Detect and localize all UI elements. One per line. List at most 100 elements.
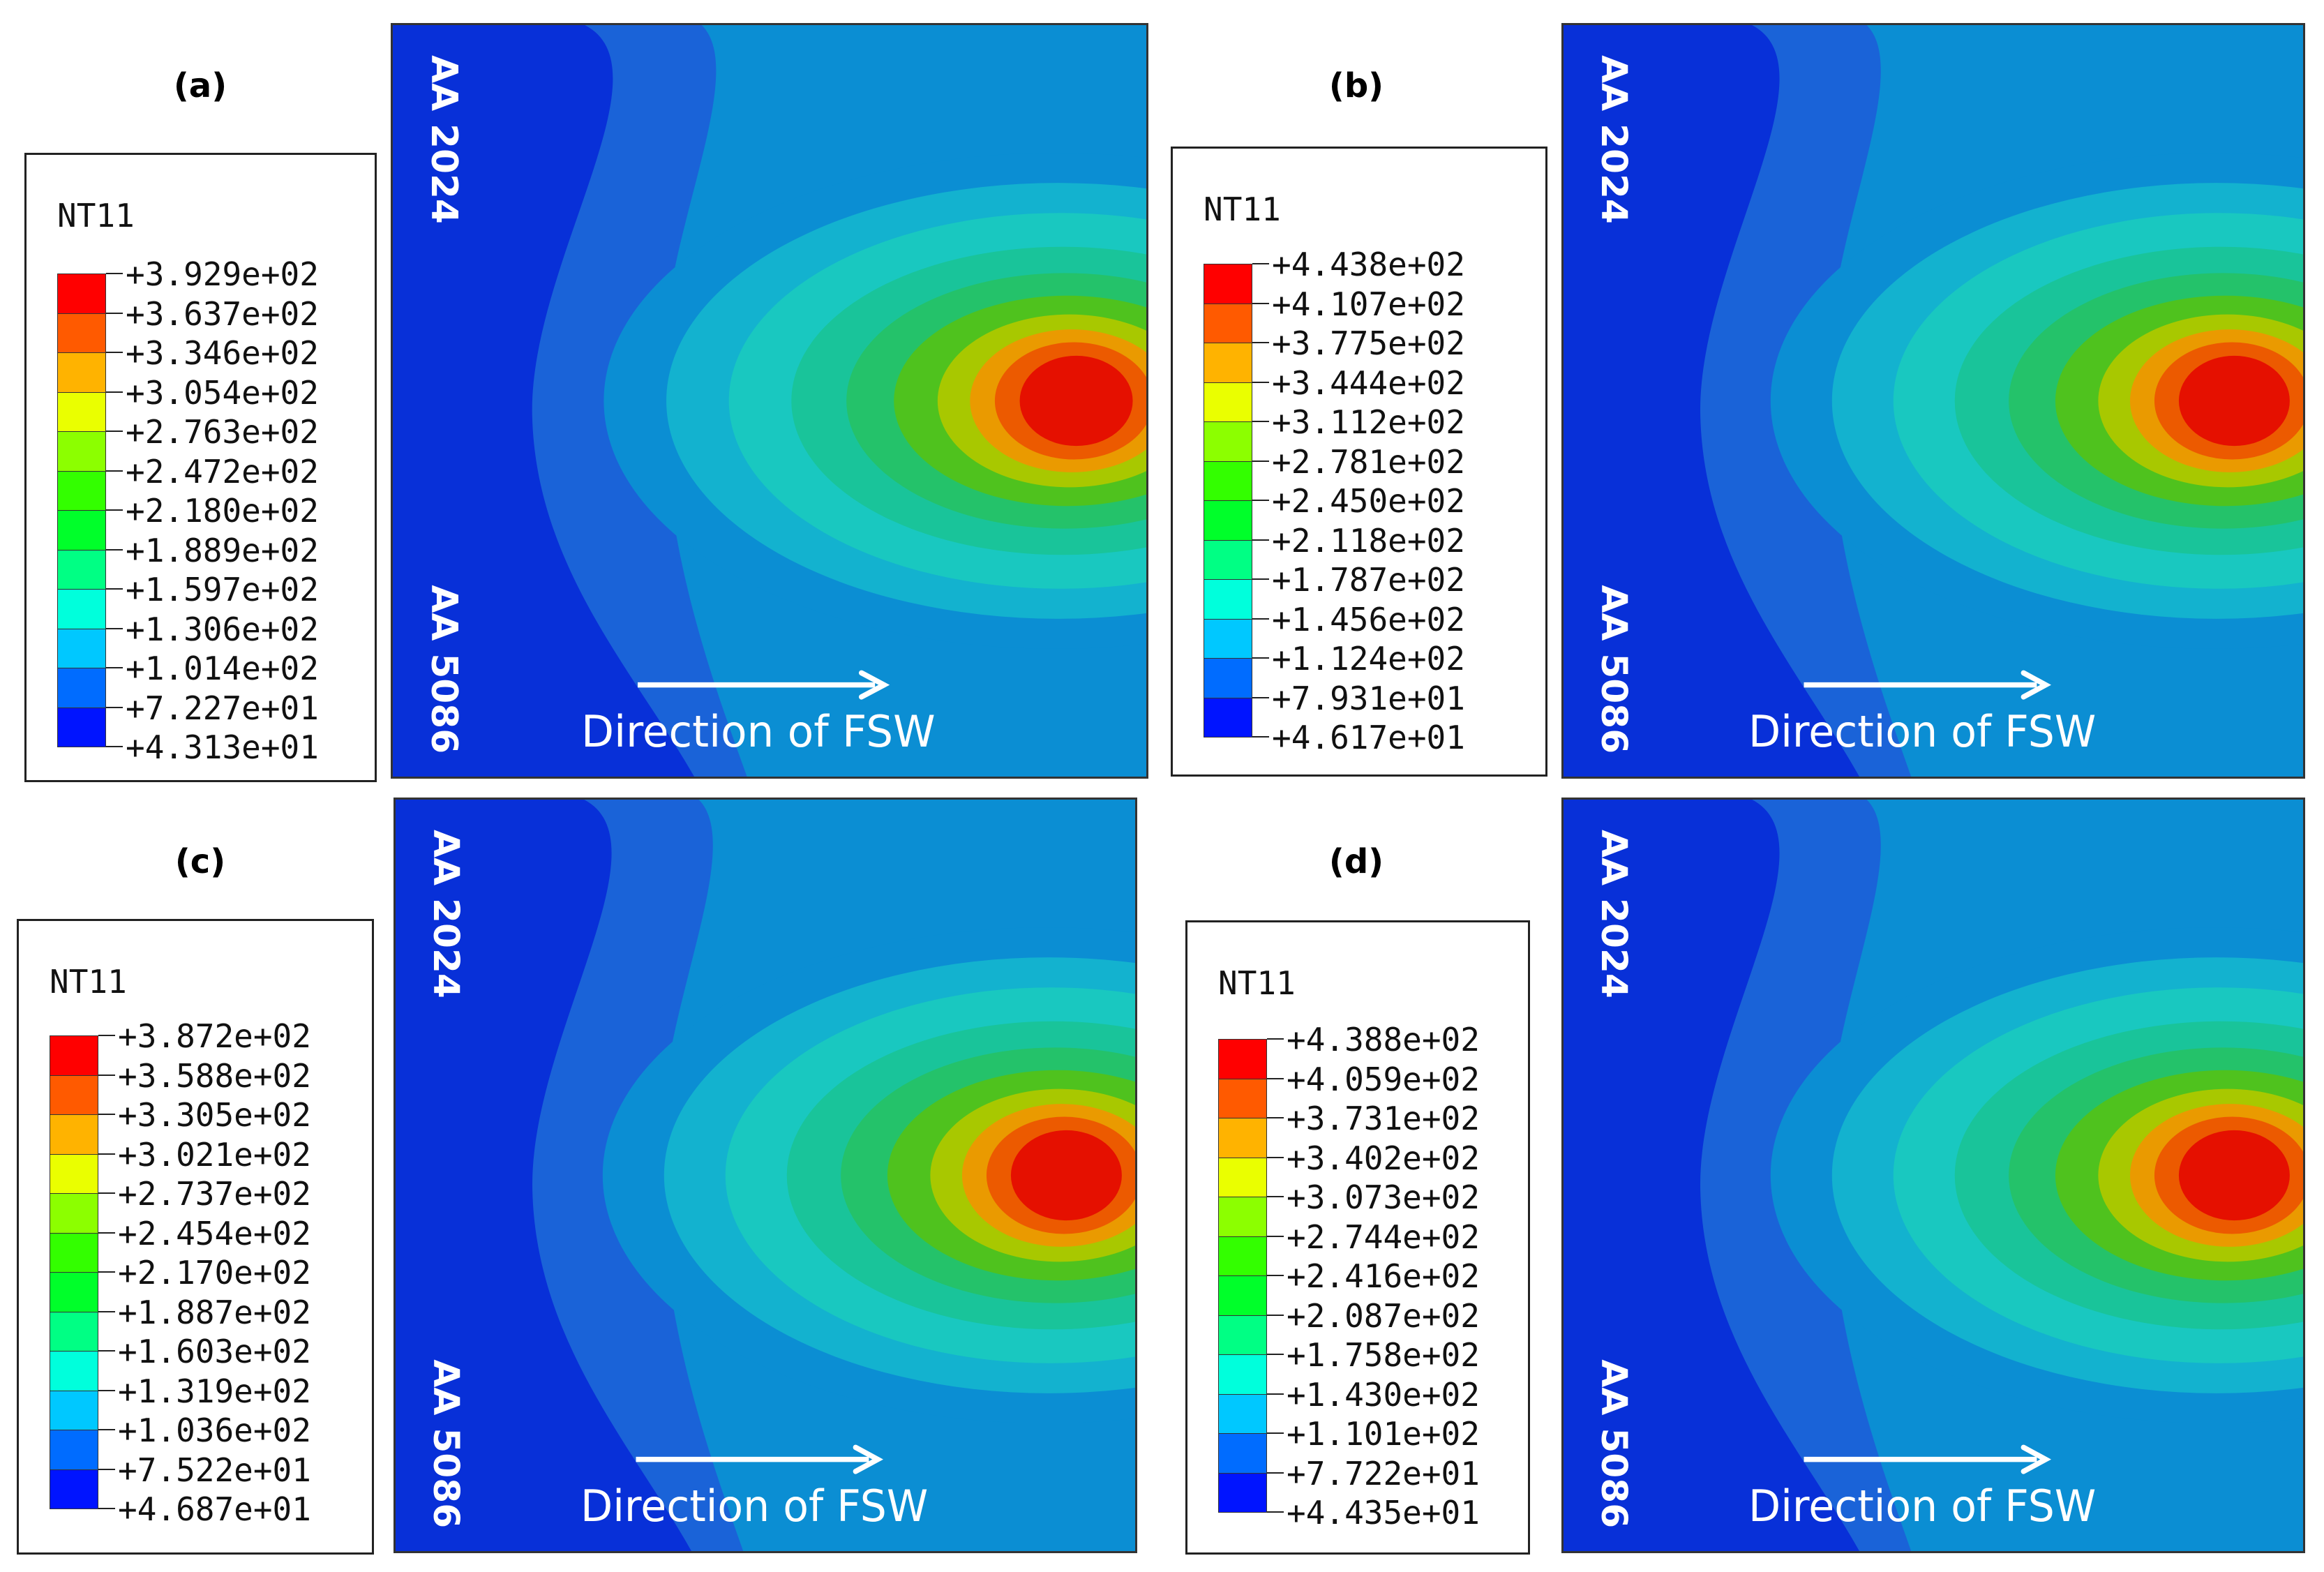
legend-tick [1252,578,1269,580]
legend-swatch [1204,421,1252,462]
legend-swatch [50,1390,98,1430]
legend-tick-label: +1.603e+02 [118,1333,311,1370]
legend-swatch [57,668,106,708]
legend-tick-label: +1.889e+02 [126,531,319,569]
legend-tick-label: +4.059e+02 [1287,1060,1480,1098]
legend-swatch [57,470,106,511]
legend-tick [98,1508,115,1509]
legend-tick-label: +1.597e+02 [126,571,319,608]
legend-swatch [57,352,106,393]
legend-tick-label: +1.887e+02 [118,1293,311,1331]
contour-svg: Direction of FSW AA 2024 AA 5086 [396,800,1135,1551]
legend-tick-label: +3.444e+02 [1272,364,1465,402]
legend-swatch [1204,697,1252,738]
contour-band [2178,1130,2290,1221]
panel-label: (c) [174,842,226,881]
direction-label: Direction of FSW [581,706,936,757]
legend-tick-label: +4.687e+01 [118,1490,311,1528]
direction-label: Direction of FSW [580,1480,928,1532]
legend: NT11 +4.388e+02 +4.059e+02 +3.731e+02 +3.40… [1185,920,1530,1555]
legend-tick [106,352,123,353]
legend-tick [106,312,123,314]
legend-title: NT11 [1204,190,1281,228]
legend-tick [1252,500,1269,501]
legend-tick [1252,696,1269,698]
legend-swatch [57,589,106,629]
legend-tick [106,470,123,472]
legend-tick-label: +3.346e+02 [126,334,319,372]
legend-tick [106,273,123,274]
direction-arrow-head [853,1444,884,1474]
legend-tick [106,706,123,708]
direction-arrow-head [2021,670,2052,700]
legend-title: NT11 [50,963,127,1001]
contour-plot: Direction of FSW AA 2024 AA 5086 [1561,798,2305,1553]
legend-swatch [50,1311,98,1352]
legend-tick-label: +1.456e+02 [1272,600,1465,638]
label-aa2024: AA 2024 [423,55,465,224]
legend-tick [106,746,123,747]
legend-swatch [50,1272,98,1312]
label-aa5086: AA 5086 [425,1359,467,1528]
legend-swatch [57,510,106,551]
legend-swatch [1218,1433,1267,1474]
legend-swatch [50,1153,98,1194]
legend-swatch [50,1351,98,1391]
legend-tick-label: +1.014e+02 [126,650,319,687]
legend-tick [1267,1393,1284,1395]
legend-tick-label: +3.054e+02 [126,373,319,412]
legend-tick-label: +3.929e+02 [126,255,319,293]
legend-swatch [50,1035,98,1076]
legend-swatch [1204,264,1252,304]
legend-tick [98,1310,115,1312]
legend-swatch [1218,1354,1267,1395]
legend-swatch [1218,1393,1267,1434]
legend-tick [1252,381,1269,383]
legend-tick [1267,1038,1284,1040]
legend-tick [98,1271,115,1273]
legend: NT11 +3.872e+02 +3.588e+02 +3.305e+02 +3.02… [17,919,374,1555]
legend-swatch [1218,1197,1267,1237]
legend-tick [1252,263,1269,264]
label-aa2024: AA 2024 [1593,55,1635,224]
legend-tick [1267,1117,1284,1118]
label-aa5086: AA 5086 [1593,585,1635,754]
panel-label: (b) [1328,66,1384,105]
legend-swatch [1204,343,1252,383]
legend-tick-label: +4.388e+02 [1287,1021,1480,1058]
legend-tick-label: +4.435e+01 [1287,1494,1480,1532]
legend-tick-label: +3.112e+02 [1272,403,1465,441]
contour-band [1019,355,1133,447]
legend-title: NT11 [1218,964,1296,1002]
legend-swatch [50,1193,98,1234]
legend-tick-label: +3.637e+02 [126,294,319,333]
legend-title: NT11 [57,197,135,234]
legend-swatch [1204,461,1252,501]
legend-swatch [57,391,106,432]
direction-arrow-head [2021,1444,2052,1474]
legend-tick-label: +2.781e+02 [1272,442,1465,481]
legend-tick [1252,736,1269,738]
legend-swatch [57,707,106,747]
label-aa5086: AA 5086 [1593,1359,1635,1528]
legend-tick-label: +1.758e+02 [1287,1336,1480,1374]
legend-tick-label: +2.180e+02 [126,492,319,530]
legend-tick-label: +2.744e+02 [1287,1218,1480,1256]
legend-tick [106,431,123,432]
legend-tick [1267,1077,1284,1079]
legend-swatch [1218,1315,1267,1355]
legend-tick-label: +3.872e+02 [118,1017,311,1055]
legend-swatch [1218,1157,1267,1197]
legend-swatch [1204,539,1252,580]
legend-tick-label: +3.588e+02 [118,1056,311,1095]
legend-tick-label: +7.522e+01 [118,1451,311,1489]
legend-swatch [50,1430,98,1470]
legend-tick [98,1389,115,1391]
legend-swatch [1218,1039,1267,1079]
contour-plot: Direction of FSW AA 2024 AA 5086 [393,798,1137,1553]
legend-swatch [1204,303,1252,343]
legend-swatch [57,274,106,314]
legend-tick-label: +3.305e+02 [118,1096,311,1134]
label-aa5086: AA 5086 [423,585,465,754]
legend-tick-label: +7.722e+01 [1287,1454,1480,1492]
